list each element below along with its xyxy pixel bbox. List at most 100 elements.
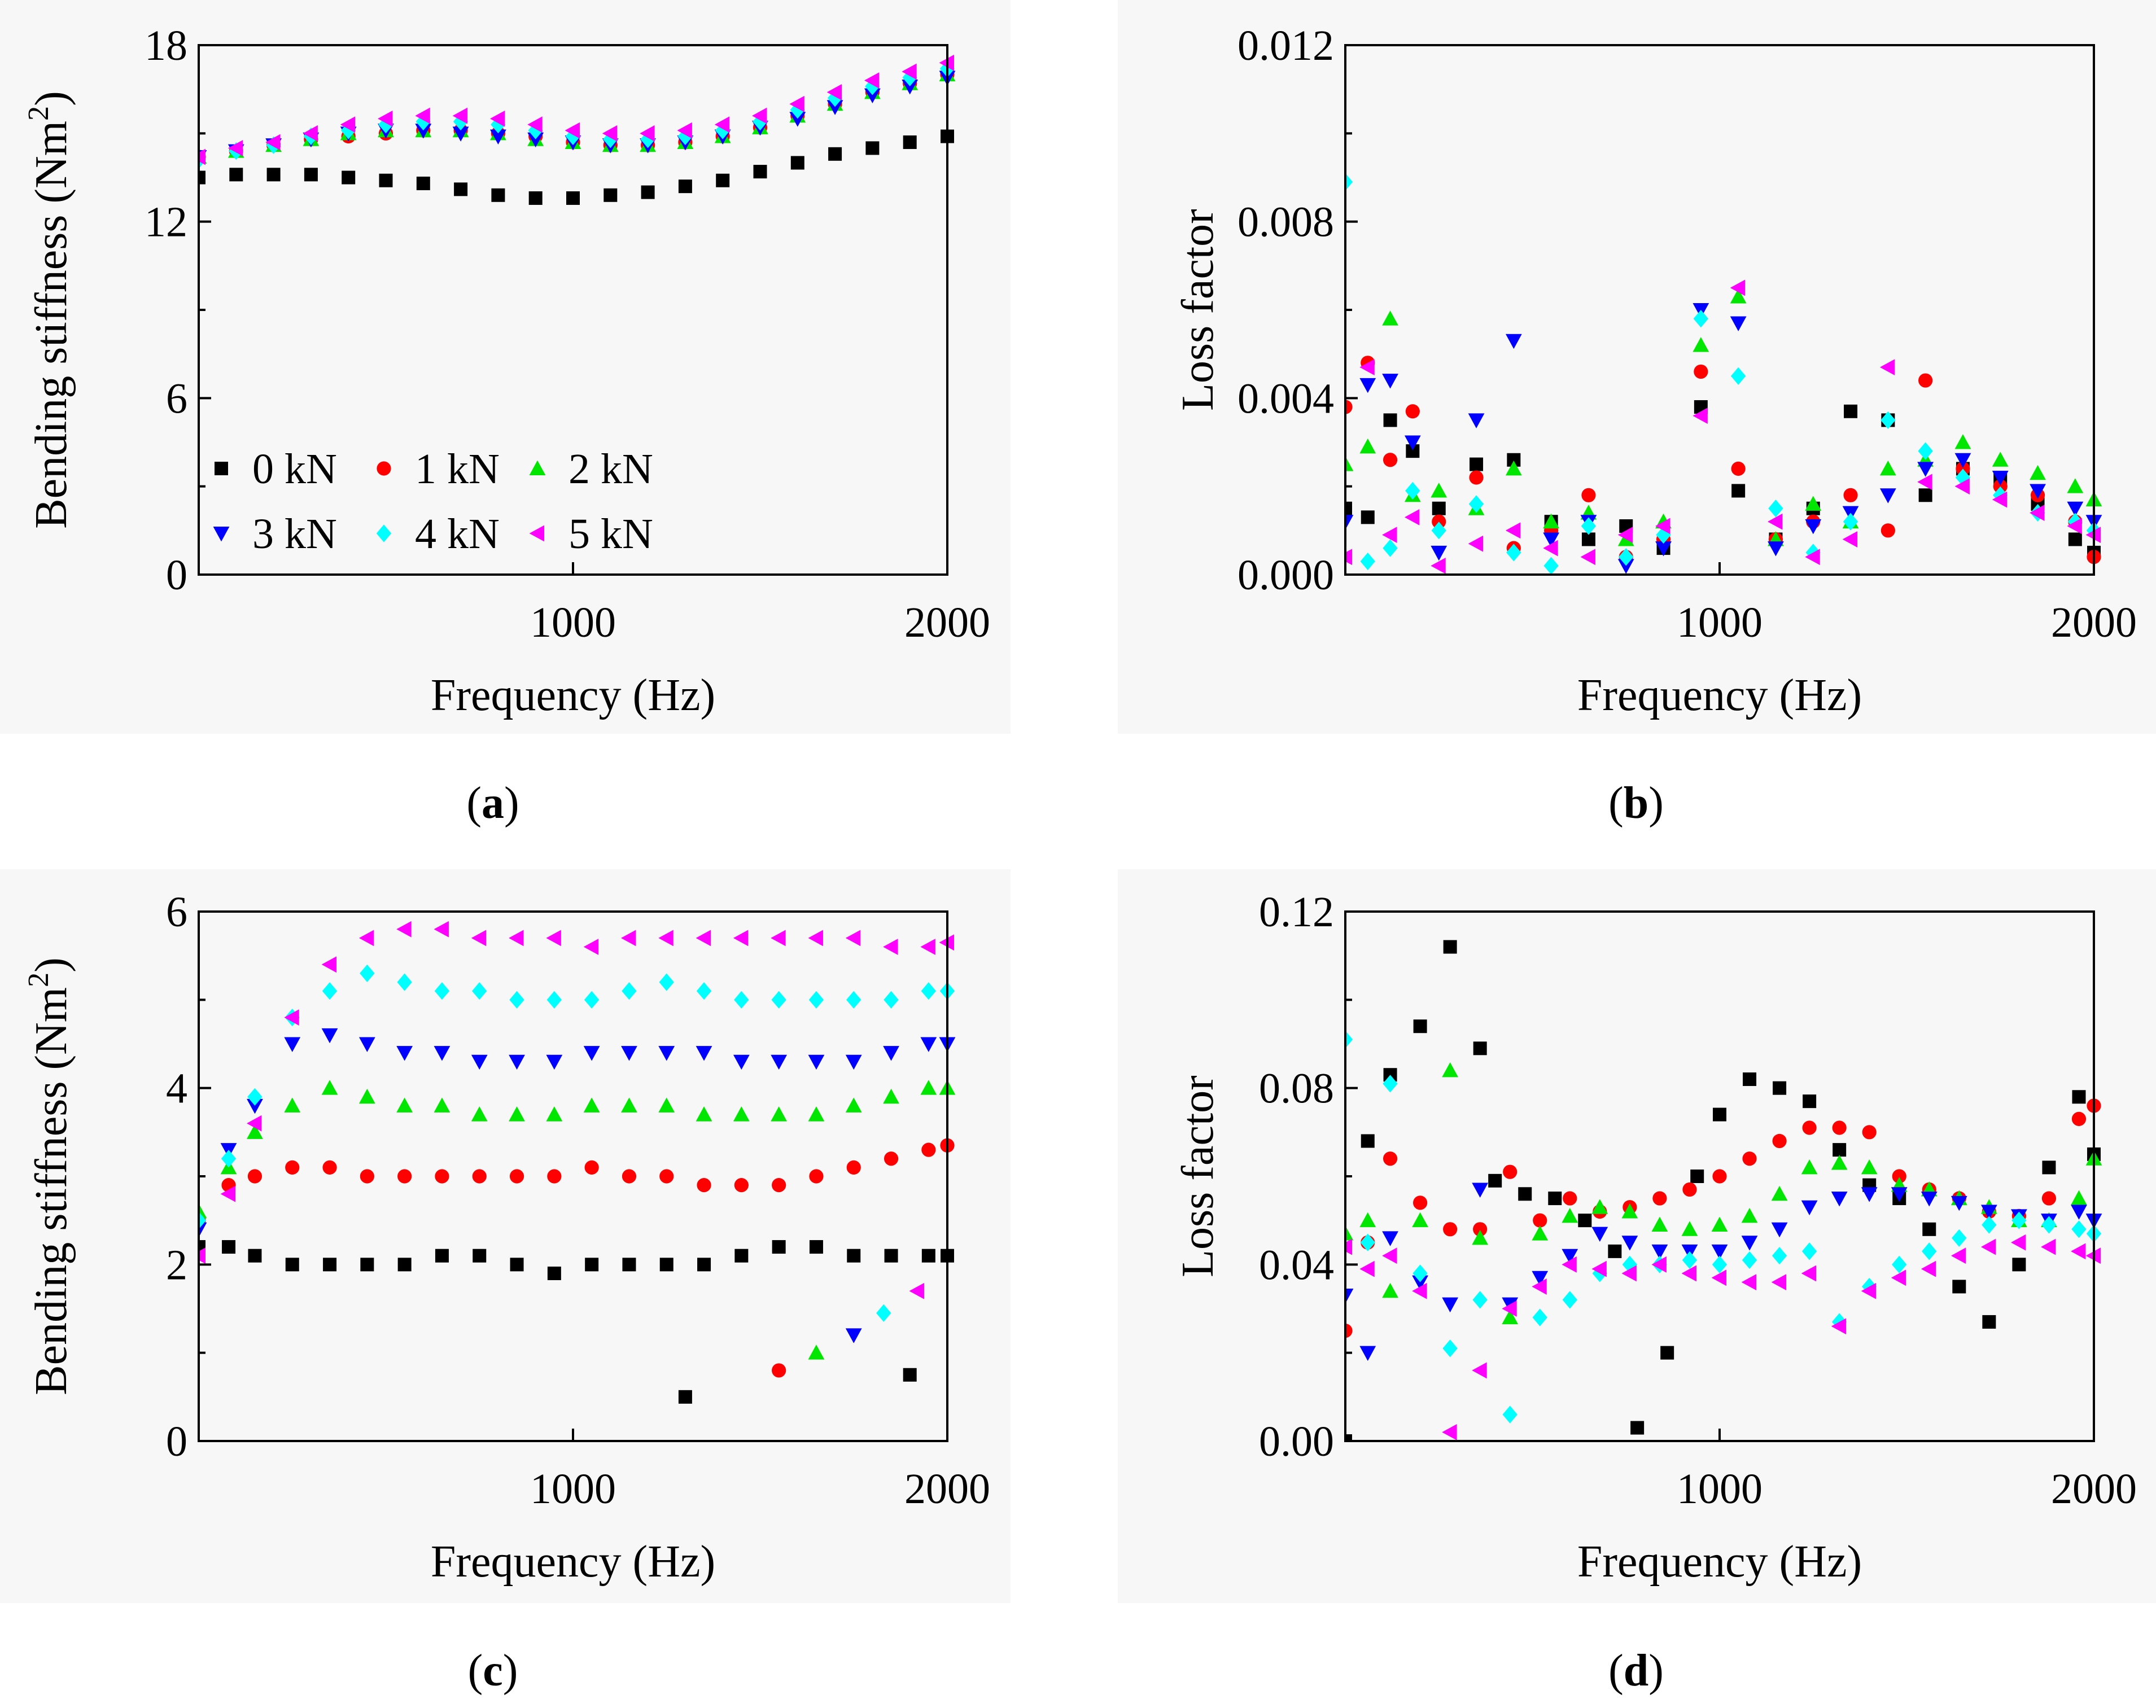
y-tick-label: 0.012 <box>1237 22 1334 69</box>
data-point <box>1951 1195 1967 1211</box>
data-point <box>415 124 432 139</box>
data-point <box>884 1249 898 1263</box>
data-point <box>490 129 506 144</box>
data-point <box>322 1160 337 1175</box>
y-tick-label: 6 <box>166 375 187 422</box>
data-point <box>471 930 487 947</box>
data-point <box>876 1304 891 1322</box>
data-point <box>1442 1062 1459 1078</box>
data-point <box>1503 1164 1517 1179</box>
data-point <box>1533 1213 1547 1228</box>
series-4-kN <box>1345 173 2102 575</box>
x-tick-label: 2000 <box>2051 1465 2137 1513</box>
data-point <box>658 1046 675 1061</box>
series-2-kN <box>199 1080 956 1360</box>
data-point <box>2011 1211 2027 1229</box>
data-point <box>1801 1265 1817 1282</box>
y-tick-label: 2 <box>166 1241 187 1289</box>
data-point <box>435 1169 449 1184</box>
data-points <box>199 54 956 205</box>
data-point <box>358 930 374 947</box>
data-point <box>452 107 468 124</box>
data-point <box>228 139 243 156</box>
data-point <box>1730 288 1747 304</box>
data-point <box>920 1037 937 1052</box>
data-point <box>1532 1271 1549 1286</box>
data-point <box>321 1028 338 1044</box>
data-point <box>1741 1207 1758 1223</box>
data-point <box>678 1390 692 1404</box>
data-point <box>1833 1143 1847 1157</box>
data-point <box>397 1258 412 1272</box>
data-point <box>1591 1227 1608 1242</box>
x-tick-label: 1000 <box>530 599 616 646</box>
data-point <box>1917 462 1934 477</box>
data-point <box>1345 1434 1352 1441</box>
data-point <box>1488 1173 1502 1188</box>
data-point <box>1543 540 1558 557</box>
data-point <box>1345 173 1353 191</box>
y-tick-label: 6 <box>166 888 187 936</box>
data-point <box>1992 452 2009 467</box>
data-point <box>1432 514 1446 529</box>
data-point <box>304 168 318 182</box>
data-point <box>1918 488 1932 502</box>
data-point <box>322 982 338 1000</box>
data-point <box>1412 1264 1428 1282</box>
data-point <box>921 1142 936 1157</box>
data-point <box>1621 1203 1638 1219</box>
data-point <box>584 991 600 1009</box>
data-point <box>509 1106 525 1122</box>
data-point <box>903 135 917 149</box>
data-point <box>2071 1205 2087 1220</box>
data-point <box>1345 1289 1354 1304</box>
caption-open: ( <box>1608 1646 1624 1696</box>
data-point <box>1578 1214 1592 1228</box>
y-tick-label: 0.008 <box>1237 199 1334 246</box>
data-point <box>491 188 505 202</box>
legend-marker <box>376 524 392 542</box>
data-point <box>621 1097 637 1113</box>
data-point <box>1473 1041 1487 1056</box>
data-point <box>1802 1120 1817 1135</box>
data-point <box>752 107 767 124</box>
data-point <box>434 982 450 1000</box>
data-point <box>1805 519 1822 535</box>
data-point <box>434 921 449 938</box>
data-point <box>1617 559 1634 574</box>
data-point <box>1922 1222 1936 1236</box>
data-point <box>909 1282 924 1299</box>
data-point <box>1730 279 1746 296</box>
data-point <box>584 1160 599 1175</box>
data-point <box>1532 1278 1547 1295</box>
data-point <box>1502 1309 1519 1325</box>
data-point <box>416 176 430 190</box>
data-point <box>509 1054 525 1070</box>
data-point <box>397 973 412 991</box>
series-4-kN <box>199 964 955 1322</box>
data-point <box>247 1115 262 1132</box>
panel-c: 0 2 4 6 1000 2000 Frequency (Hz) Bending stiffn… <box>23 888 990 1587</box>
data-point <box>1861 1187 1878 1202</box>
data-point <box>285 1258 299 1272</box>
data-point <box>1431 483 1447 498</box>
caption-letter: d <box>1623 1646 1649 1696</box>
data-point <box>416 112 431 131</box>
data-point <box>1468 413 1485 428</box>
data-point <box>1591 1260 1607 1277</box>
data-point <box>2071 1111 2087 1126</box>
y-tick-label: 0 <box>166 551 187 599</box>
data-point <box>1768 513 1783 530</box>
data-point <box>585 1258 599 1272</box>
data-point <box>621 1046 637 1061</box>
caption-open: ( <box>466 778 482 828</box>
data-point <box>884 991 899 1009</box>
caption-open: ( <box>467 1646 483 1696</box>
data-point <box>1382 527 1397 544</box>
data-point <box>1472 1362 1487 1379</box>
data-point <box>472 982 487 1000</box>
series-5-kN <box>1345 279 2101 574</box>
data-point <box>790 156 804 170</box>
data-point <box>1442 1297 1459 1313</box>
data-point <box>1619 548 1634 566</box>
